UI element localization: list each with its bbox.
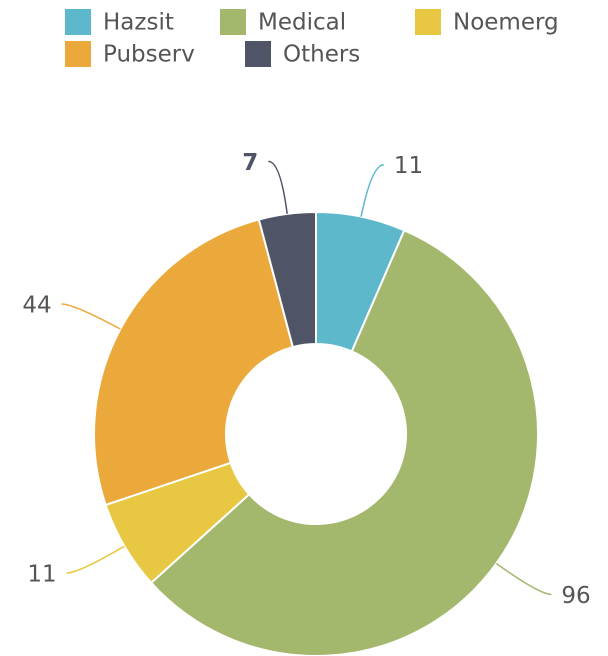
- slice: [257, 210, 317, 349]
- slice: [93, 218, 295, 507]
- leader-line: [268, 160, 288, 214]
- legend-swatch: [65, 41, 91, 67]
- leader-line: [61, 303, 121, 330]
- leader-line: [66, 545, 125, 574]
- legend-label: Hazsit: [103, 10, 174, 36]
- legend-swatch: [65, 9, 91, 35]
- leader-line: [360, 163, 385, 217]
- value-label: 11: [27, 561, 56, 587]
- legend-swatch: [220, 9, 246, 35]
- value-label: 11: [394, 153, 423, 179]
- legend-label: Others: [283, 42, 360, 68]
- legend-label: Noemerg: [453, 10, 559, 36]
- leader-line: [495, 562, 552, 596]
- legend-swatch: [245, 41, 271, 67]
- value-label: 7: [242, 150, 258, 176]
- value-label: 44: [22, 292, 51, 318]
- legend-label: Medical: [258, 10, 346, 36]
- legend-label: Pubserv: [103, 42, 195, 68]
- value-label: 96: [561, 583, 590, 609]
- legend-swatch: [415, 9, 441, 35]
- slice: [149, 228, 539, 656]
